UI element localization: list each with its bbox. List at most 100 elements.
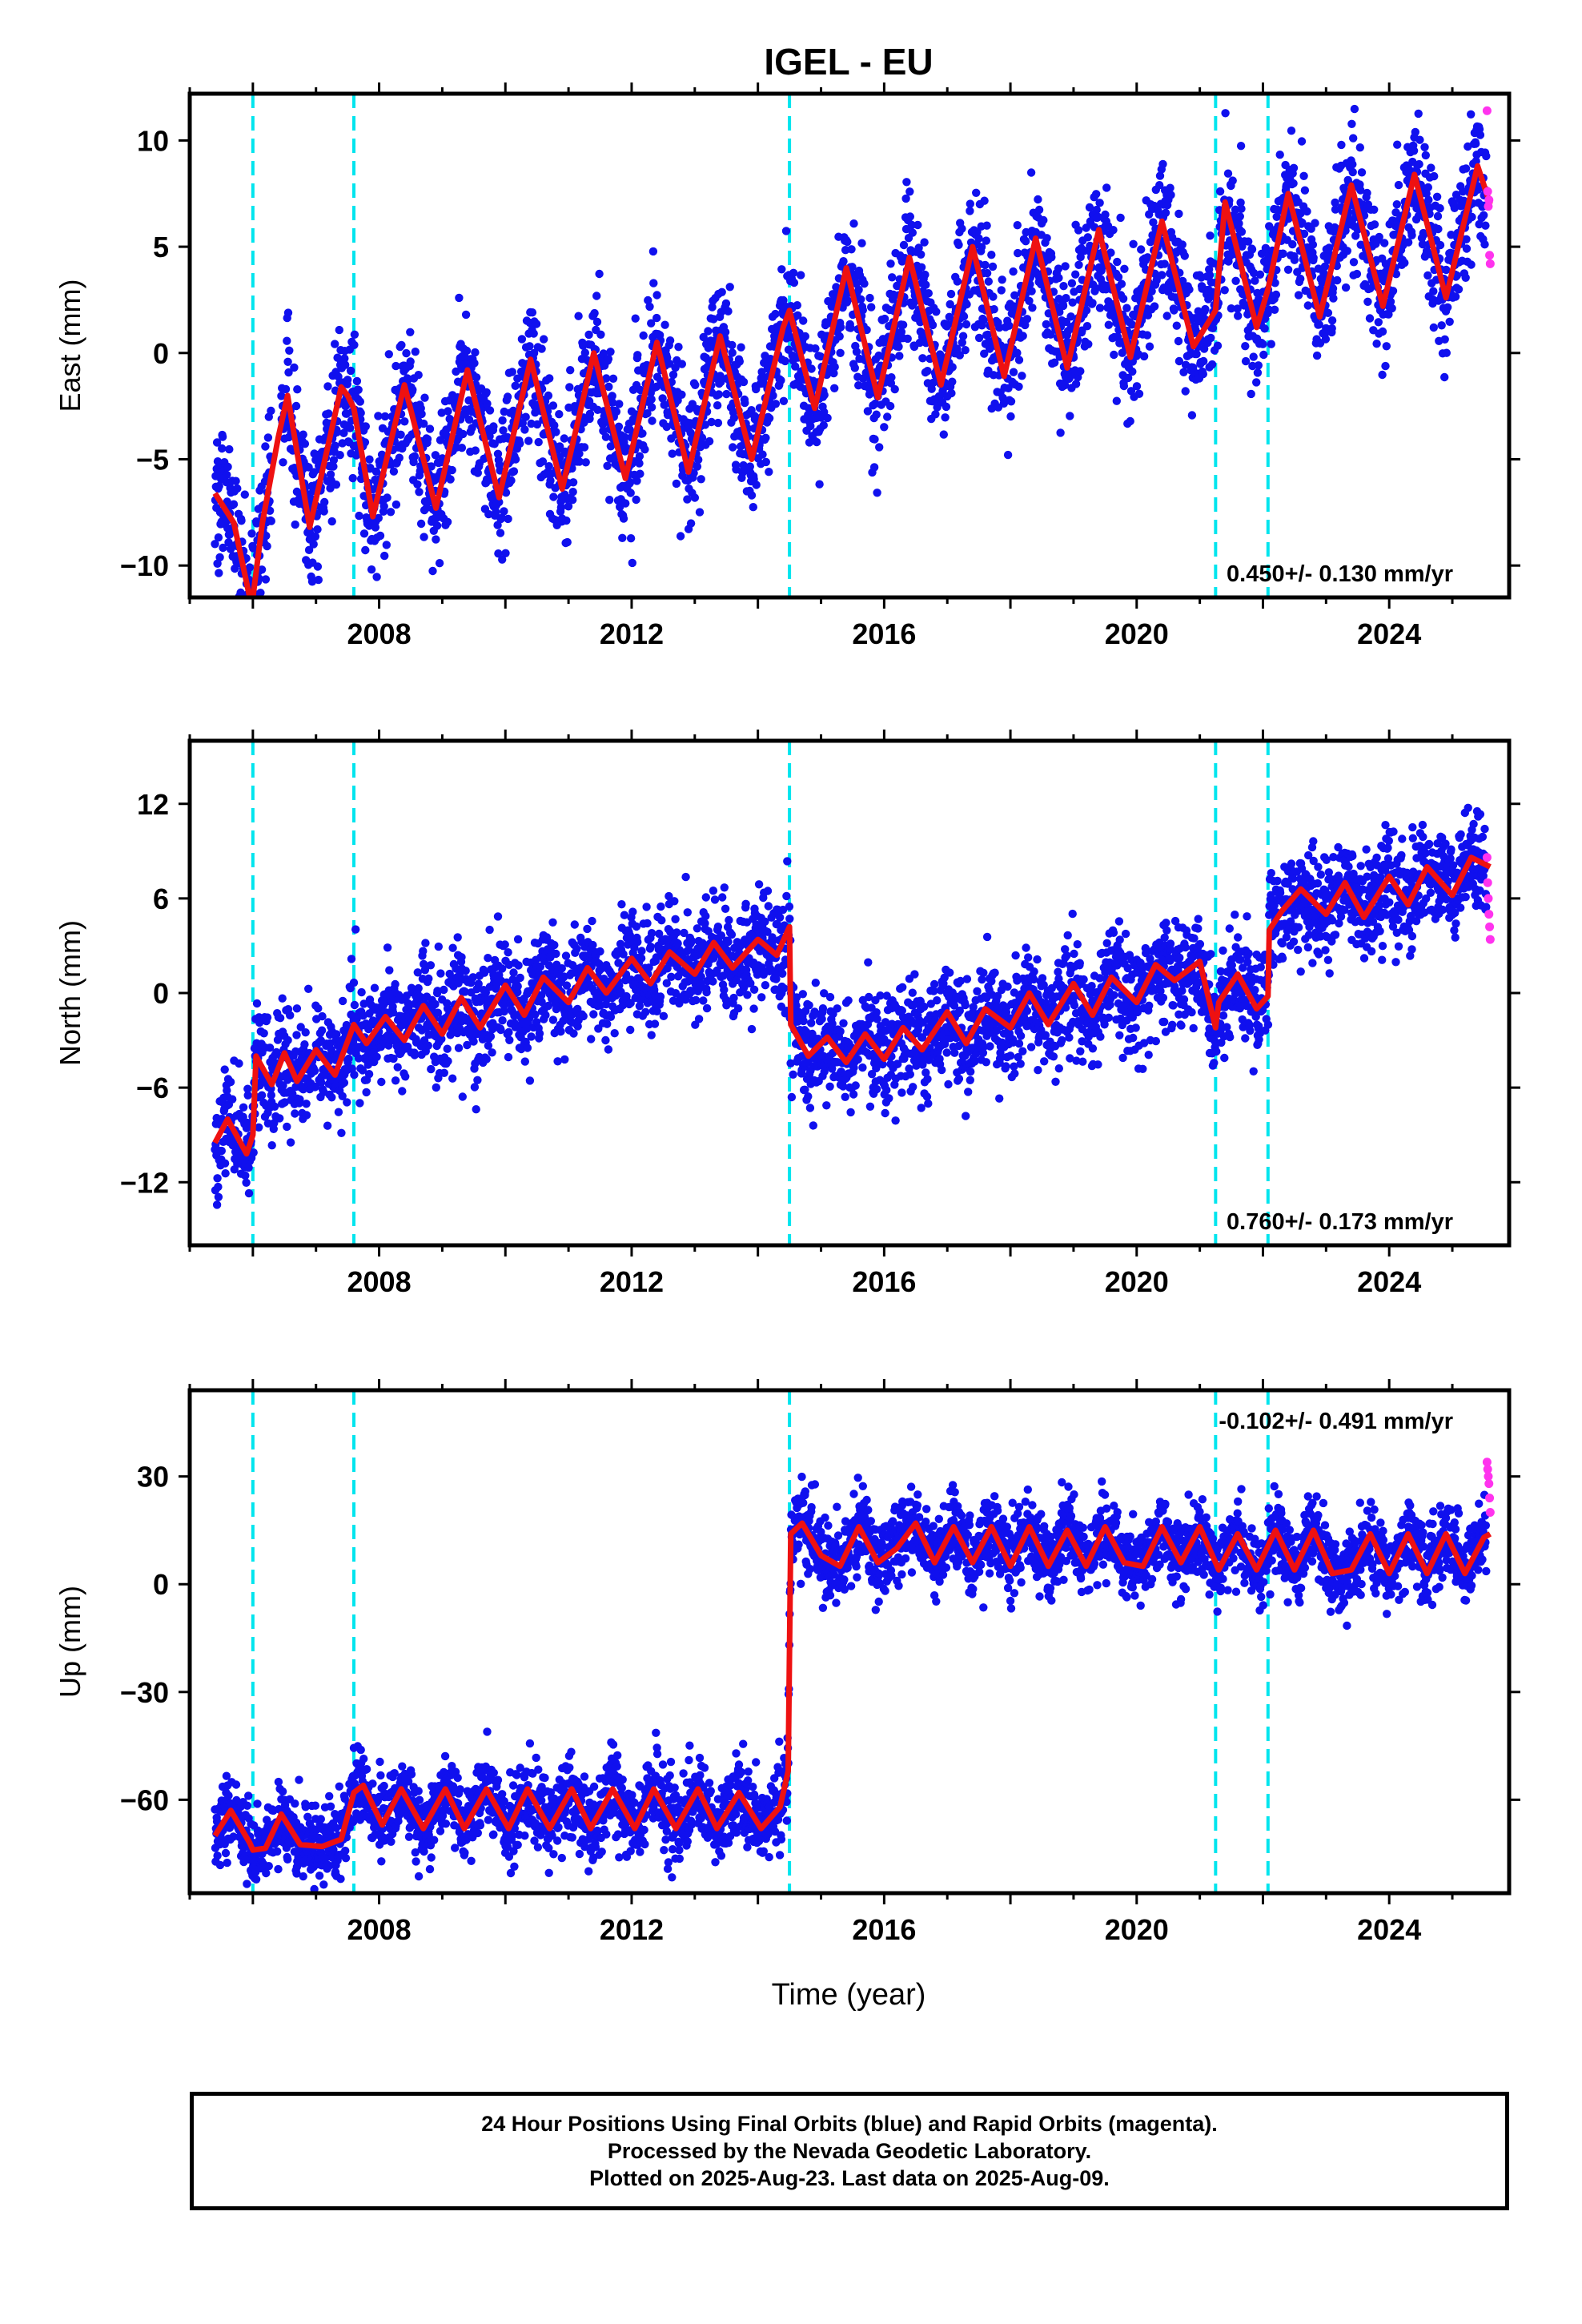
final-orbit-point <box>1480 240 1489 249</box>
final-orbit-point <box>649 279 658 287</box>
final-orbit-point <box>482 1055 491 1063</box>
final-orbit-point <box>1228 176 1237 185</box>
final-orbit-point <box>484 954 492 963</box>
final-orbit-point <box>1315 320 1323 329</box>
final-orbit-point <box>646 943 655 951</box>
final-orbit-point <box>283 357 292 366</box>
final-orbit-point <box>220 1159 230 1168</box>
final-orbit-point <box>1234 312 1243 320</box>
final-orbit-point <box>658 394 667 403</box>
final-orbit-point <box>966 207 974 215</box>
final-orbit-point <box>379 502 388 511</box>
final-orbit-point <box>905 212 915 221</box>
final-orbit-point <box>588 940 597 950</box>
final-orbit-point <box>550 421 559 430</box>
x-tick-label: 2016 <box>852 617 916 650</box>
final-orbit-point <box>339 428 348 437</box>
final-orbit-point <box>1352 269 1362 279</box>
final-orbit-point <box>580 348 589 357</box>
final-orbit-point <box>270 1102 279 1112</box>
final-orbit-point <box>362 1088 371 1097</box>
final-orbit-point <box>525 1076 535 1085</box>
final-orbit-point <box>1387 304 1396 313</box>
final-orbit-point <box>323 382 332 391</box>
final-orbit-point <box>665 360 674 368</box>
final-orbit-point <box>323 1121 332 1130</box>
final-orbit-point <box>1247 389 1255 399</box>
final-orbit-point <box>383 943 392 952</box>
final-orbit-point <box>544 462 553 471</box>
final-orbit-point <box>640 445 649 454</box>
final-orbit-point <box>404 1003 413 1011</box>
final-orbit-point <box>604 355 613 364</box>
final-orbit-point <box>372 573 381 581</box>
final-orbit-point <box>1288 239 1297 249</box>
final-orbit-point <box>1331 205 1340 214</box>
final-orbit-point <box>1357 168 1367 177</box>
final-orbit-point <box>984 277 994 286</box>
final-orbit-point <box>365 455 374 464</box>
final-orbit-point <box>488 1048 496 1057</box>
final-orbit-point <box>674 343 683 352</box>
final-orbit-point <box>914 243 923 252</box>
final-orbit-point <box>1013 348 1022 357</box>
final-orbit-point <box>592 317 602 327</box>
final-orbit-point <box>1289 163 1299 172</box>
final-orbit-point <box>493 449 503 458</box>
final-orbit-point <box>1467 260 1476 269</box>
final-orbit-point <box>1042 320 1051 329</box>
final-orbit-point <box>777 376 785 385</box>
final-orbit-point <box>565 383 574 392</box>
final-orbit-point <box>1062 294 1070 303</box>
final-orbit-point <box>553 1057 562 1066</box>
final-orbit-point <box>1091 283 1101 293</box>
final-orbit-point <box>377 1077 386 1087</box>
x-tick-label: 2008 <box>347 617 412 650</box>
final-orbit-point <box>1025 296 1034 305</box>
final-orbit-point <box>1289 179 1298 188</box>
final-orbit-point <box>436 969 445 978</box>
final-orbit-point <box>749 503 757 512</box>
final-orbit-point <box>329 456 339 464</box>
final-orbit-point <box>1122 304 1131 312</box>
final-orbit-point <box>448 1074 457 1083</box>
final-orbit-point <box>953 344 962 353</box>
final-orbit-point <box>1061 380 1070 390</box>
final-orbit-point <box>223 470 231 480</box>
final-orbit-point <box>636 469 644 478</box>
final-orbit-point <box>486 1032 496 1041</box>
final-orbit-point <box>724 307 733 316</box>
final-orbit-point <box>1071 270 1080 279</box>
final-orbit-point <box>384 350 393 359</box>
final-orbit-point <box>501 489 511 497</box>
final-orbit-point <box>569 1029 578 1038</box>
final-orbit-point <box>269 1124 278 1134</box>
final-orbit-point <box>1213 341 1223 350</box>
x-tick-label: 2020 <box>1105 617 1169 650</box>
final-orbit-point <box>349 978 359 987</box>
final-orbit-point <box>542 933 552 942</box>
final-orbit-point <box>231 564 239 573</box>
final-orbit-point <box>301 1028 310 1037</box>
final-orbit-point <box>1066 312 1075 321</box>
final-orbit-point <box>566 366 575 375</box>
final-orbit-point <box>257 1091 267 1100</box>
final-orbit-point <box>1112 396 1122 405</box>
final-orbit-point <box>647 403 656 412</box>
final-orbit-point <box>480 968 489 977</box>
final-orbit-point <box>648 416 656 425</box>
final-orbit-point <box>1162 312 1171 320</box>
final-orbit-point <box>350 1000 359 1010</box>
final-orbit-point <box>1208 324 1218 332</box>
final-orbit-point <box>1451 292 1460 301</box>
final-orbit-point <box>1296 274 1305 283</box>
chart-title: IGEL - EU <box>764 41 933 82</box>
final-orbit-point <box>511 455 520 464</box>
final-orbit-point <box>717 377 725 386</box>
final-orbit-point <box>472 1105 480 1114</box>
final-orbit-point <box>1149 218 1158 227</box>
final-orbit-point <box>525 342 534 351</box>
final-orbit-point <box>632 922 641 931</box>
final-orbit-point <box>1370 220 1379 229</box>
